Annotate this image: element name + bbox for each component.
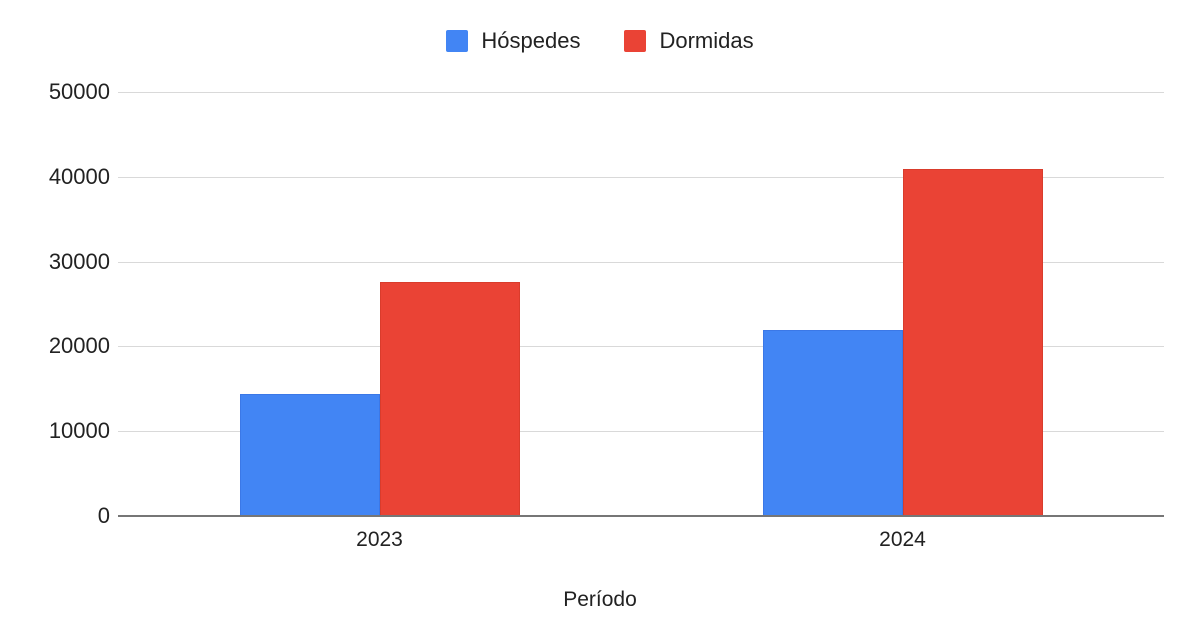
bar-2024-dormidas[interactable] — [902, 169, 1043, 516]
y-axis-tick-label: 0 — [97, 503, 110, 528]
x-axis-tick-label-2023: 2023 — [356, 528, 403, 551]
gridline — [118, 431, 1164, 433]
y-axis-tick-label: 10000 — [48, 418, 110, 444]
gridline — [118, 176, 1164, 178]
bar-2024-hóspedes[interactable] — [762, 330, 903, 516]
x-axis-title: Período — [563, 588, 637, 611]
chart-legend: Hóspedes Dormidas — [0, 22, 1200, 60]
y-axis-tick-label: 30000 — [48, 248, 110, 274]
bar-2023-hóspedes[interactable] — [239, 393, 380, 516]
x-axis-tick-label-2024: 2024 — [879, 528, 926, 551]
legend-label-dormidas: Dormidas — [659, 28, 754, 53]
gridline — [118, 92, 1164, 93]
gridline — [118, 261, 1164, 263]
gridline — [118, 346, 1164, 348]
legend-swatch-icon-dormidas — [624, 30, 647, 52]
y-axis-tick-label: 50000 — [48, 79, 110, 104]
legend-swatch-icon-hospedes — [446, 30, 469, 52]
plot-area — [118, 92, 1164, 517]
legend-item-dormidas[interactable]: Dormidas — [624, 28, 754, 53]
bar-2023-dormidas[interactable] — [379, 281, 520, 516]
legend-item-hospedes[interactable]: Hóspedes — [446, 30, 580, 52]
legend-label-hospedes: Hóspedes — [481, 28, 581, 53]
x-axis-baseline — [118, 515, 1164, 517]
y-axis-tick-label: 20000 — [48, 333, 110, 359]
y-axis-tick-label: 40000 — [48, 163, 110, 189]
